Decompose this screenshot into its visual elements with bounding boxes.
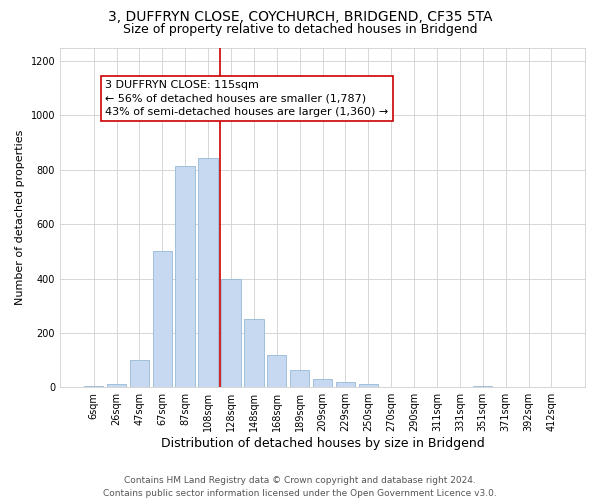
Bar [267, 354, 286, 387]
Bar [290, 370, 310, 387]
Bar [244, 320, 263, 387]
Bar [175, 166, 195, 387]
Bar [84, 386, 103, 387]
Bar [199, 158, 218, 387]
Bar [313, 379, 332, 387]
Text: 3 DUFFRYN CLOSE: 115sqm
← 56% of detached houses are smaller (1,787)
43% of semi: 3 DUFFRYN CLOSE: 115sqm ← 56% of detache… [105, 80, 388, 116]
Bar [152, 252, 172, 387]
Text: Size of property relative to detached houses in Bridgend: Size of property relative to detached ho… [123, 22, 477, 36]
Text: 3, DUFFRYN CLOSE, COYCHURCH, BRIDGEND, CF35 5TA: 3, DUFFRYN CLOSE, COYCHURCH, BRIDGEND, C… [108, 10, 492, 24]
Bar [107, 384, 126, 387]
Y-axis label: Number of detached properties: Number of detached properties [15, 130, 25, 305]
Bar [130, 360, 149, 387]
Bar [221, 278, 241, 387]
Text: Contains HM Land Registry data © Crown copyright and database right 2024.
Contai: Contains HM Land Registry data © Crown c… [103, 476, 497, 498]
Bar [359, 384, 378, 387]
Bar [473, 386, 493, 387]
Bar [335, 382, 355, 387]
X-axis label: Distribution of detached houses by size in Bridgend: Distribution of detached houses by size … [161, 437, 484, 450]
